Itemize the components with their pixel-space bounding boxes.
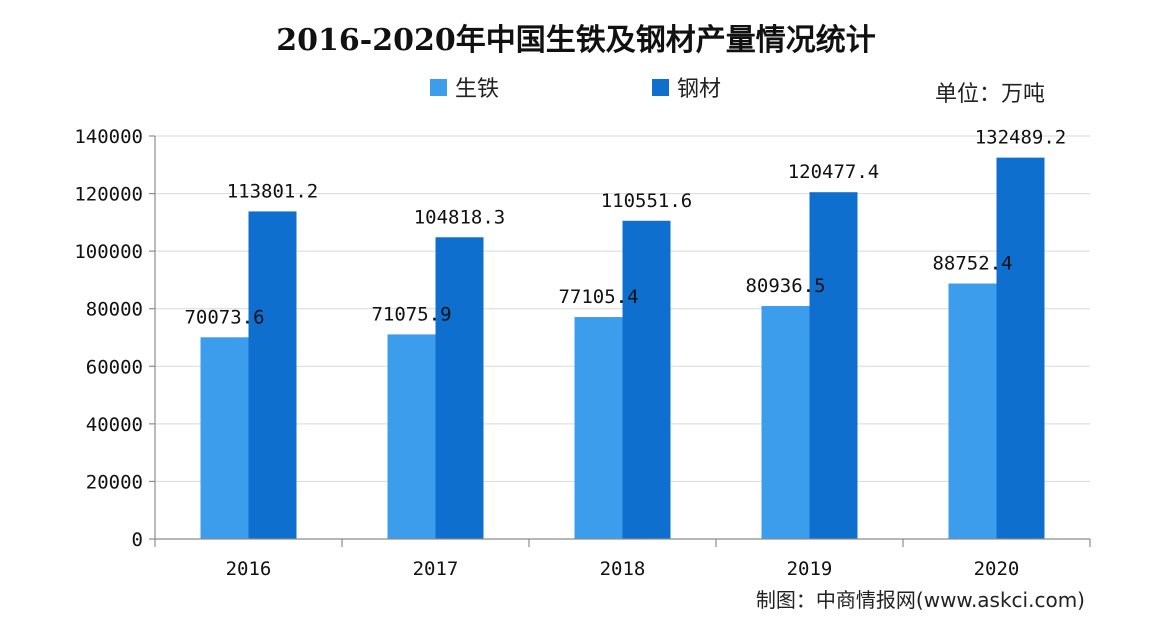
- data-label-steel-2016: 113801.2: [227, 180, 319, 202]
- bar-pig-iron-2019: [761, 306, 810, 539]
- chart-title: 2016-2020年中国生铁及钢材产量情况统计: [276, 23, 875, 58]
- bar-pig-iron-2020: [948, 283, 997, 539]
- data-label-steel-2017: 104818.3: [414, 206, 506, 228]
- bar-steel-2017: [435, 237, 484, 539]
- y-tick-label-5: 100000: [74, 241, 143, 263]
- bar-steel-2016: [248, 211, 297, 540]
- data-label-pig-iron-2018: 77105.4: [558, 286, 638, 308]
- legend-swatch-0: [430, 79, 447, 96]
- bar-pig-iron-2017: [387, 334, 436, 539]
- legend-swatch-1: [652, 79, 669, 96]
- data-label-steel-2020: 132489.2: [975, 127, 1067, 149]
- bar-steel-2018: [622, 220, 671, 539]
- x-tick-label-3: 2019: [787, 558, 833, 580]
- bar-steel-2020: [996, 157, 1045, 540]
- data-label-pig-iron-2016: 70073.6: [184, 306, 264, 328]
- data-label-steel-2019: 120477.4: [788, 161, 880, 183]
- data-label-pig-iron-2020: 88752.4: [932, 253, 1012, 275]
- bars: [200, 157, 1045, 540]
- y-tick-label-7: 140000: [74, 126, 143, 148]
- y-tick-label-6: 120000: [74, 184, 143, 206]
- bar-steel-2019: [809, 192, 858, 539]
- x-tick-label-1: 2017: [413, 558, 459, 580]
- legend-label-1: 钢材: [677, 77, 721, 102]
- y-axis-ticks: 0 20000 40000 60000 80000 100000 120000 140000: [74, 126, 155, 551]
- x-axis: 2016 2017 2018 2019 2020: [154, 136, 1091, 580]
- legend-label-0: 生铁: [455, 77, 499, 102]
- bar-pig-iron-2018: [574, 317, 623, 539]
- data-labels: 70073.6 113801.2 71075.9 104818.3 77105.4 110…: [184, 127, 1066, 329]
- y-tick-label-0: 0: [132, 529, 143, 551]
- y-tick-label-3: 60000: [86, 356, 143, 378]
- y-tick-label-1: 20000: [86, 471, 143, 493]
- bar-pig-iron-2016: [200, 337, 249, 539]
- source-label: 制图：中商情报网(www.askci.com): [756, 588, 1085, 612]
- y-tick-label-4: 80000: [86, 299, 143, 321]
- unit-label: 单位：万吨: [935, 82, 1045, 107]
- legend: 生铁 钢材: [430, 77, 721, 102]
- x-tick-label-0: 2016: [226, 558, 272, 580]
- x-tick-label-4: 2020: [974, 558, 1020, 580]
- y-tick-label-2: 40000: [86, 414, 143, 436]
- data-label-steel-2018: 110551.6: [601, 190, 693, 212]
- data-label-pig-iron-2019: 80936.5: [745, 275, 825, 297]
- data-label-pig-iron-2017: 71075.9: [371, 303, 451, 325]
- x-tick-label-2: 2018: [600, 558, 646, 580]
